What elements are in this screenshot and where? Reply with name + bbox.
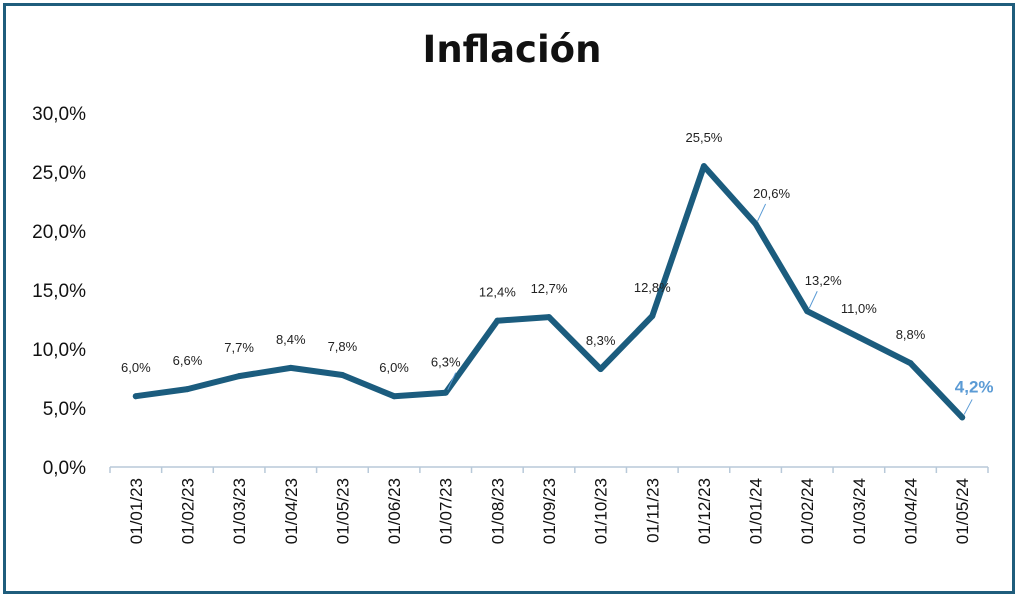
- data-point: [546, 314, 552, 321]
- y-tick-label: 5,0%: [43, 399, 86, 420]
- data-label: 6,0%: [121, 360, 151, 375]
- x-tick-label: 01/02/24: [798, 478, 817, 544]
- data-point: [959, 414, 966, 421]
- y-tick-label: 10,0%: [32, 340, 86, 361]
- data-label: 8,3%: [586, 333, 616, 348]
- x-tick-label: 01/09/23: [540, 478, 559, 544]
- y-tick-label: 25,0%: [32, 163, 86, 184]
- data-label: 11,0%: [841, 301, 877, 316]
- x-tick-label: 01/08/23: [488, 478, 507, 544]
- data-label: 12,8%: [634, 280, 671, 295]
- data-label: 7,7%: [224, 340, 254, 355]
- label-leader: [447, 372, 457, 390]
- data-label: 4,2%: [955, 377, 994, 396]
- data-point: [752, 220, 759, 227]
- chart-frame: [3, 3, 1015, 594]
- data-point: [700, 163, 707, 170]
- label-leader: [808, 291, 818, 309]
- x-tick-label: 01/12/23: [695, 478, 714, 544]
- x-tick-label: 01/07/23: [437, 478, 456, 544]
- data-label: 7,8%: [328, 339, 358, 354]
- data-point: [597, 366, 604, 373]
- chart-title: Inflación: [422, 28, 602, 71]
- x-tick-label: 01/05/24: [953, 478, 972, 544]
- data-label: 12,7%: [531, 281, 568, 296]
- data-point: [649, 312, 656, 319]
- data-label: 6,6%: [173, 353, 203, 368]
- data-label: 8,8%: [896, 327, 926, 342]
- y-tick-label: 15,0%: [32, 281, 86, 302]
- data-point: [132, 393, 139, 400]
- label-leader: [963, 399, 973, 415]
- label-leader: [757, 203, 767, 222]
- x-tick-label: 01/01/24: [747, 478, 766, 544]
- x-tick-label: 01/04/24: [902, 478, 921, 544]
- data-label: 13,2%: [805, 273, 842, 288]
- data-label: 25,5%: [686, 130, 723, 145]
- x-tick-label: 01/06/23: [385, 478, 404, 544]
- y-tick-label: 0,0%: [43, 458, 86, 479]
- data-point: [804, 308, 811, 315]
- data-point: [287, 364, 294, 371]
- x-tick-label: 01/04/23: [282, 478, 301, 544]
- data-point: [184, 386, 191, 393]
- y-tick-label: 20,0%: [32, 222, 86, 243]
- data-point: [494, 317, 501, 324]
- x-tick-label: 01/01/23: [127, 478, 146, 544]
- data-label: 6,0%: [379, 360, 409, 375]
- data-point: [907, 360, 914, 367]
- x-tick-label: 01/03/24: [850, 478, 869, 544]
- data-label: 20,6%: [753, 186, 790, 201]
- x-tick-label: 01/05/23: [333, 478, 352, 544]
- data-label: 6,3%: [431, 355, 461, 370]
- data-point: [339, 371, 346, 378]
- data-point: [442, 389, 449, 396]
- data-label: 8,4%: [276, 332, 306, 347]
- data-point: [855, 334, 862, 341]
- x-tick-label: 01/10/23: [592, 478, 611, 544]
- x-tick-label: 01/03/23: [230, 478, 249, 544]
- data-point: [236, 373, 243, 380]
- x-tick-label: 01/11/23: [643, 478, 662, 543]
- y-tick-label: 30,0%: [32, 104, 86, 125]
- x-tick-label: 01/02/23: [178, 478, 197, 544]
- data-label: 12,4%: [479, 285, 516, 300]
- data-point: [391, 393, 398, 400]
